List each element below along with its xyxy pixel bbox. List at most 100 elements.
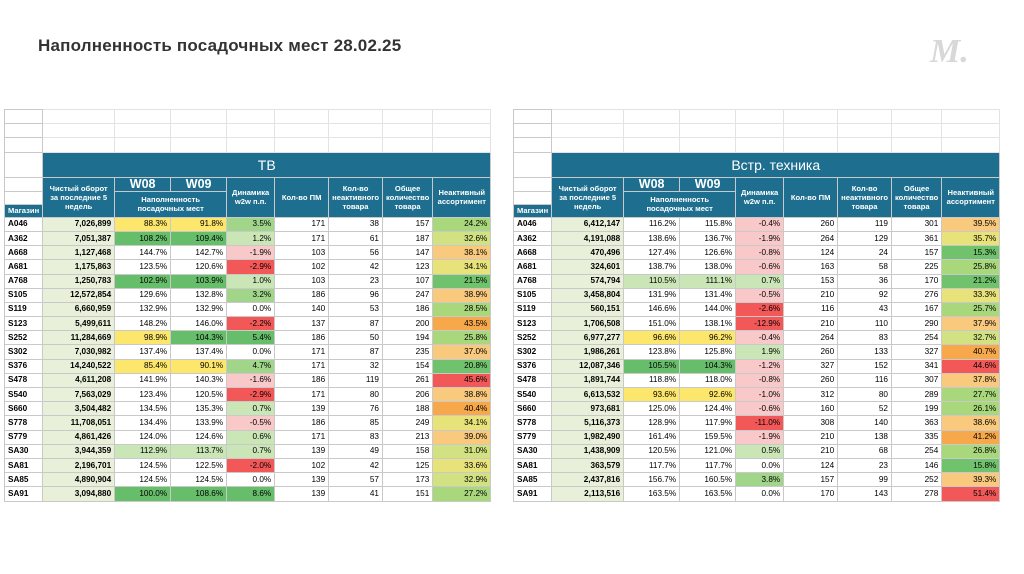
store-cell: A668: [512, 245, 553, 261]
table-row: S478 1,891,744 118.8% 118.0% -0.8% 260 1…: [512, 372, 1001, 389]
table-row: S252 11,284,669 98.9% 104.3% 5.4% 186 50…: [3, 330, 492, 346]
inactive-cell: 43: [837, 301, 892, 318]
header-dynamic: Динамика w2w п.п.: [735, 176, 785, 218]
w09-cell: 126.6%: [679, 245, 737, 261]
w08-cell: 116.2%: [623, 216, 681, 232]
total-cell: 186: [381, 301, 434, 318]
w09-cell: 111.1%: [679, 273, 737, 289]
inactive-cell: 96: [328, 287, 383, 303]
illiquid-cell: 31.0%: [432, 443, 492, 459]
store-cell: A046: [512, 216, 553, 232]
header-pm: Кол-во ПМ: [274, 176, 330, 218]
turnover-cell: 1,250,783: [42, 273, 116, 289]
total-cell: 194: [381, 330, 434, 346]
dynamic-cell: 1.2%: [226, 230, 276, 247]
total-cell: 278: [890, 486, 943, 502]
header-total: Общее количество товара: [381, 176, 434, 218]
pm-cell: 308: [783, 415, 839, 431]
turnover-cell: 4,890,904: [42, 472, 116, 488]
dynamic-cell: -11.0%: [735, 415, 785, 431]
store-cell: A681: [3, 259, 44, 275]
dynamic-cell: -2.2%: [226, 316, 276, 332]
w08-cell: 124.5%: [114, 457, 172, 474]
table-appliances: Встр. техника Чистый оборот за последние…: [512, 108, 1001, 502]
table-row: S778 5,116,373 128.9% 117.9% -11.0% 308 …: [512, 415, 1001, 431]
w09-cell: 146.0%: [170, 316, 228, 332]
w09-cell: 117.9%: [679, 415, 737, 431]
store-cell: S252: [3, 330, 44, 346]
illiquid-cell: 43.5%: [432, 316, 492, 332]
store-cell: A768: [512, 273, 553, 289]
table-row: SA85 4,890,904 124.5% 124.5% 0.0% 139 57…: [3, 472, 492, 488]
illiquid-cell: 32.6%: [432, 230, 492, 247]
w08-cell: 124.0%: [114, 429, 172, 445]
w08-cell: 141.9%: [114, 372, 172, 389]
total-cell: 289: [890, 386, 943, 403]
illiquid-cell: 35.7%: [941, 230, 1001, 247]
inactive-cell: 143: [837, 486, 892, 502]
pm-cell: 260: [783, 216, 839, 232]
total-cell: 147: [381, 245, 434, 261]
w08-cell: 148.2%: [114, 316, 172, 332]
pm-cell: 312: [783, 386, 839, 403]
table-row: S123 5,499,611 148.2% 146.0% -2.2% 137 8…: [3, 316, 492, 332]
w08-cell: 137.4%: [114, 344, 172, 360]
inactive-cell: 42: [328, 259, 383, 275]
turnover-cell: 2,196,701: [42, 457, 116, 474]
turnover-cell: 11,284,669: [42, 330, 116, 346]
illiquid-cell: 27.2%: [432, 486, 492, 502]
header-w08: W08: [114, 176, 172, 192]
total-cell: 254: [890, 330, 943, 346]
illiquid-cell: 33.6%: [432, 457, 492, 474]
dynamic-cell: 0.5%: [735, 443, 785, 459]
header-w08: W08: [623, 176, 681, 192]
inactive-cell: 41: [328, 486, 383, 502]
pm-cell: 171: [274, 386, 330, 403]
turnover-cell: 470,496: [551, 245, 625, 261]
pm-cell: 124: [783, 457, 839, 474]
store-cell: S540: [3, 386, 44, 403]
logo-text: М.: [929, 33, 969, 68]
total-cell: 146: [890, 457, 943, 474]
table-row: S660 973,681 125.0% 124.4% -0.6% 160 52 …: [512, 401, 1001, 417]
inactive-cell: 42: [328, 457, 383, 474]
illiquid-cell: 20.8%: [432, 358, 492, 374]
table-row: S105 12,572,854 129.6% 132.8% 3.2% 186 9…: [3, 287, 492, 303]
illiquid-cell: 40.4%: [432, 401, 492, 417]
w09-cell: 108.6%: [170, 486, 228, 502]
turnover-cell: 7,563,029: [42, 386, 116, 403]
total-cell: 235: [381, 344, 434, 360]
pm-cell: 170: [783, 486, 839, 502]
pm-cell: 103: [274, 245, 330, 261]
w09-cell: 125.8%: [679, 344, 737, 360]
store-cell: S376: [3, 358, 44, 374]
illiquid-cell: 38.6%: [941, 415, 1001, 431]
header-store: Магазин: [3, 203, 44, 218]
w09-cell: 135.3%: [170, 401, 228, 417]
w08-cell: 102.9%: [114, 273, 172, 289]
total-cell: 173: [381, 472, 434, 488]
w08-cell: 132.9%: [114, 301, 172, 318]
inactive-cell: 83: [837, 330, 892, 346]
table-row: A681 1,175,863 123.5% 120.6% -2.9% 102 4…: [3, 259, 492, 275]
dynamic-cell: -1.2%: [735, 358, 785, 374]
turnover-cell: 4,611,208: [42, 372, 116, 389]
w08-cell: 138.7%: [623, 259, 681, 275]
illiquid-cell: 34.1%: [432, 415, 492, 431]
header-inactive: Кол-во неактивного товара: [837, 176, 892, 218]
inactive-cell: 23: [837, 457, 892, 474]
total-cell: 199: [890, 401, 943, 417]
w09-cell: 113.7%: [170, 443, 228, 459]
turnover-cell: 324,601: [551, 259, 625, 275]
total-cell: 151: [381, 486, 434, 502]
turnover-cell: 574,794: [551, 273, 625, 289]
illiquid-cell: 24.2%: [432, 216, 492, 232]
dynamic-cell: 1.9%: [735, 344, 785, 360]
turnover-cell: 5,499,611: [42, 316, 116, 332]
total-cell: 341: [890, 358, 943, 374]
w08-cell: 134.4%: [114, 415, 172, 431]
w08-cell: 88.3%: [114, 216, 172, 232]
dynamic-cell: -0.6%: [735, 401, 785, 417]
illiquid-cell: 34.1%: [432, 259, 492, 275]
inactive-cell: 87: [328, 316, 383, 332]
